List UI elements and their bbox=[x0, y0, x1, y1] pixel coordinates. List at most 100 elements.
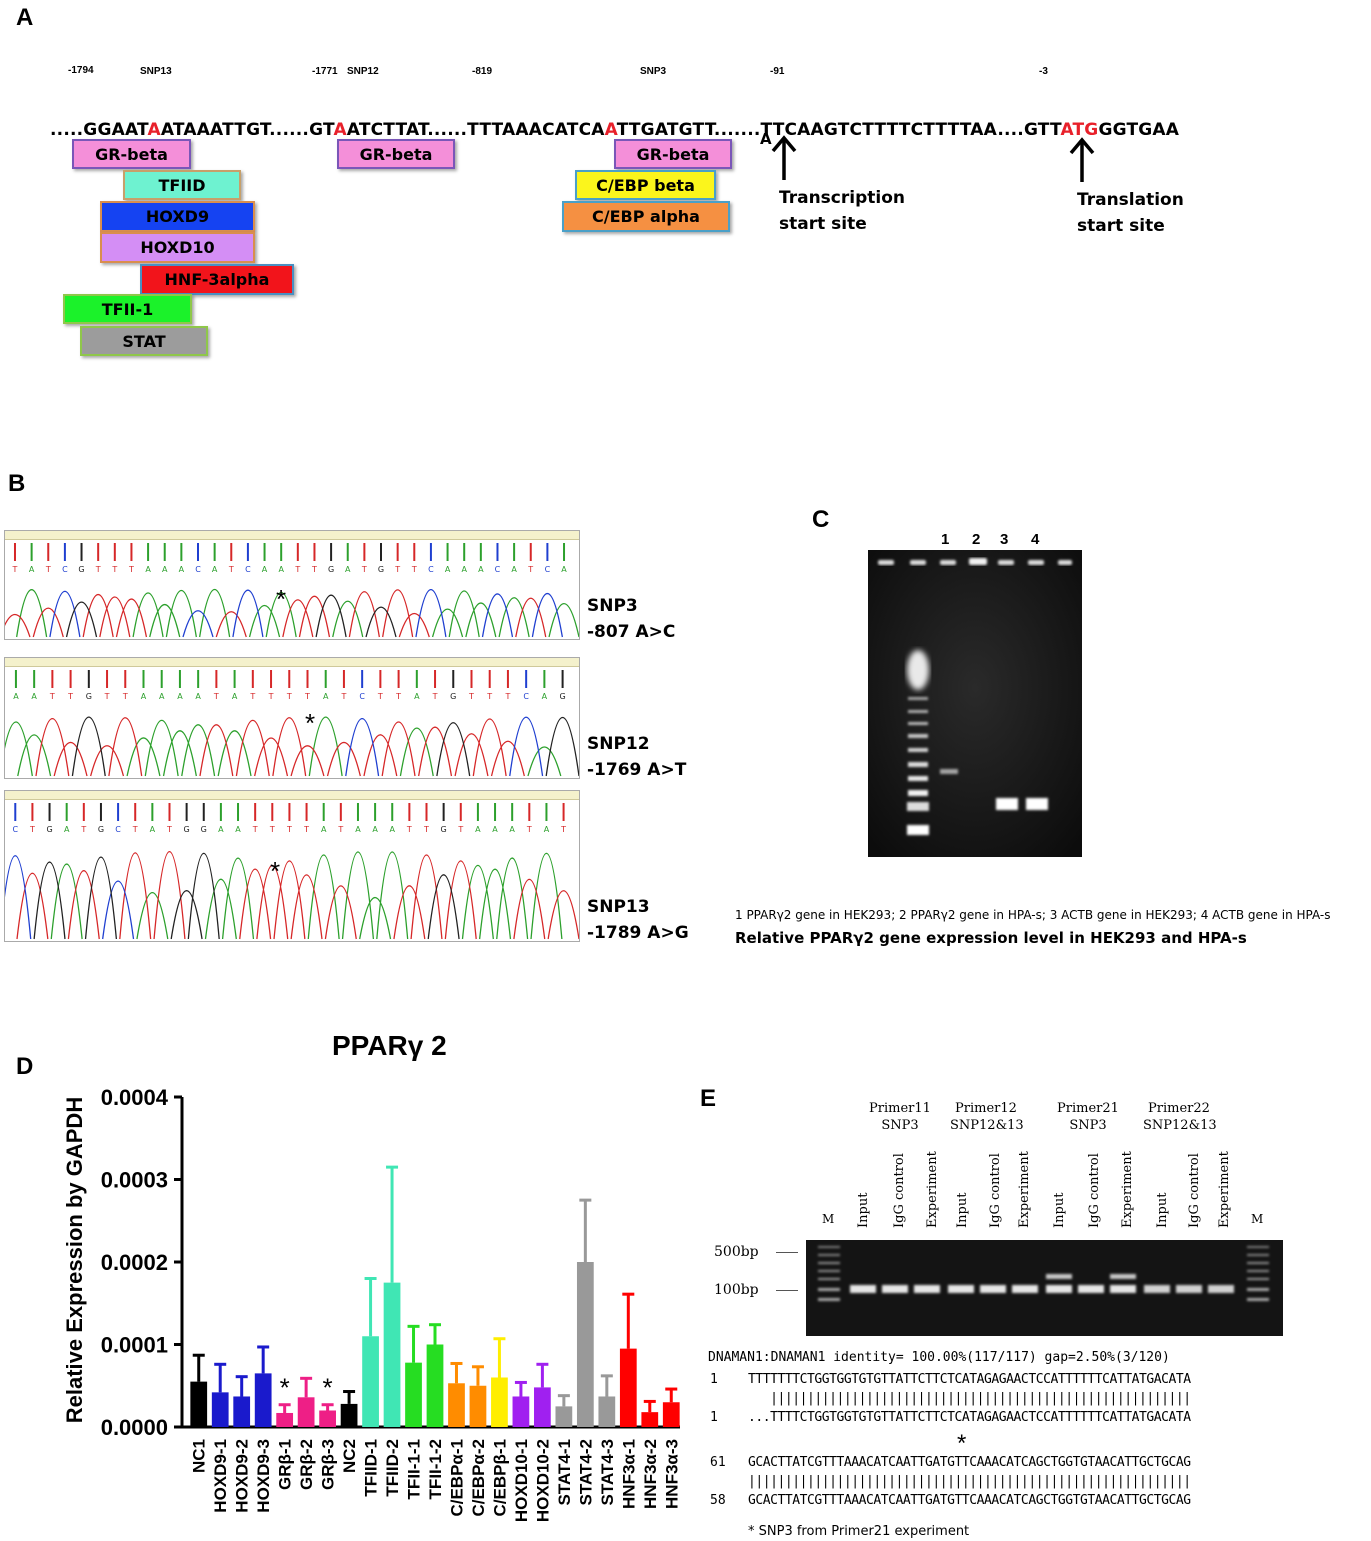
base-call-letter: T bbox=[526, 825, 532, 834]
trace-peak-A bbox=[50, 851, 563, 940]
base-call-letter: T bbox=[213, 692, 219, 701]
base-call-letter: T bbox=[268, 692, 274, 701]
seq-segment: TTGATGTT.......TTCAAGTCTTTTCTTTTAA....GT… bbox=[616, 120, 1061, 140]
base-call-letter: A bbox=[64, 825, 70, 834]
base-call-letter: T bbox=[67, 692, 73, 701]
tf-box: HOXD9 bbox=[100, 201, 255, 232]
base-call-letter: A bbox=[162, 565, 168, 574]
translation-label: Translation start site bbox=[1077, 187, 1184, 239]
x-tick-label: HOXD9-2 bbox=[233, 1439, 252, 1513]
chip-lane-label: IgG control bbox=[1087, 1153, 1102, 1228]
base-call-letter: A bbox=[262, 565, 268, 574]
x-tick-label: HNF3α-2 bbox=[641, 1439, 660, 1509]
bar bbox=[297, 1397, 315, 1427]
panel-d-label: D bbox=[16, 1053, 34, 1080]
seq-segment: ATAAATTGT......GT bbox=[160, 120, 334, 140]
translation-arrow-icon bbox=[1069, 137, 1095, 182]
base-call-letter: T bbox=[411, 565, 417, 574]
base-call-letter: A bbox=[218, 825, 224, 834]
size-tick bbox=[776, 1252, 798, 1253]
base-call-letter: A bbox=[509, 825, 515, 834]
primer-header: Primer11 SNP3 bbox=[865, 1100, 935, 1134]
base-call-letter: T bbox=[304, 692, 310, 701]
chip-lane-label: IgG control bbox=[892, 1153, 907, 1228]
agarose-gel-image bbox=[868, 550, 1082, 857]
alignment-row-sequence: ...TTTTCTGGTGGTGTGTTATTCTTCTCATAGAGAACTC… bbox=[748, 1410, 1191, 1425]
alignment-row-sequence: ||||||||||||||||||||||||||||||||||||||||… bbox=[748, 1474, 1191, 1489]
primer-snp: SNP3 bbox=[1069, 1118, 1107, 1133]
base-call-letter: C bbox=[523, 692, 529, 701]
position-label: -3 bbox=[1039, 66, 1048, 77]
base-call-letter: T bbox=[340, 692, 346, 701]
base-call-letter: T bbox=[12, 565, 18, 574]
snp-label: SNP13 bbox=[140, 66, 172, 77]
base-call-letter: T bbox=[406, 825, 412, 834]
base-call-letter: T bbox=[423, 825, 429, 834]
base-call-letter: T bbox=[111, 565, 117, 574]
x-tick-label: C/EBPα-2 bbox=[469, 1439, 488, 1517]
tf-box: C/EBP alpha bbox=[562, 201, 730, 232]
chip-lane-label: IgG control bbox=[988, 1153, 1003, 1228]
base-call-letter: T bbox=[486, 692, 492, 701]
base-call-letter: T bbox=[394, 565, 400, 574]
significance-star: * bbox=[323, 1373, 333, 1403]
snp-star: * bbox=[276, 584, 287, 614]
base-call-letter: A bbox=[179, 565, 185, 574]
trace-peak-T bbox=[35, 717, 525, 777]
alignment-row-number: 1 bbox=[710, 1372, 718, 1387]
bar bbox=[211, 1392, 229, 1427]
primer-snp: SNP12&13 bbox=[1143, 1118, 1217, 1133]
snp-name: SNP12 bbox=[587, 734, 650, 754]
primer-name: Primer11 bbox=[869, 1101, 931, 1116]
primer-header: Primer12 SNP12&13 bbox=[950, 1100, 1024, 1134]
alignment-row-sequence: TTTTTTTCTGGTGGTGTGTTATTCTTCTCATAGAGAACTC… bbox=[748, 1372, 1191, 1387]
bar bbox=[383, 1282, 401, 1427]
trace-peak-C bbox=[345, 716, 544, 777]
base-call-letter: T bbox=[311, 565, 317, 574]
base-call-letter: A bbox=[492, 825, 498, 834]
x-tick-label: TFIID-1 bbox=[362, 1439, 381, 1497]
x-tick-label: HOXD9-3 bbox=[254, 1439, 273, 1513]
chip-lane-label: Input bbox=[1155, 1192, 1170, 1228]
seq-segment: GGTGAA bbox=[1098, 120, 1180, 140]
panel-a-label: A bbox=[16, 4, 34, 31]
base-call-letter: A bbox=[29, 565, 35, 574]
snp-variant: -1789 A>G bbox=[587, 923, 689, 943]
base-call-letter: T bbox=[560, 825, 566, 834]
seq-snp-base: A bbox=[147, 120, 161, 140]
x-tick-label: NC2 bbox=[340, 1439, 359, 1473]
bar bbox=[340, 1403, 358, 1427]
base-call-letter: A bbox=[478, 565, 484, 574]
bar bbox=[662, 1402, 680, 1427]
bar bbox=[448, 1383, 465, 1427]
base-call-letter: T bbox=[504, 692, 510, 701]
bar bbox=[426, 1344, 444, 1427]
base-call-letter: C bbox=[195, 565, 201, 574]
position-label: -819 bbox=[472, 66, 493, 77]
x-tick-label: NC1 bbox=[190, 1439, 209, 1473]
trace-peak-A bbox=[5, 716, 562, 777]
tss-label-line1: Transcription bbox=[779, 188, 905, 208]
base-call-letter: T bbox=[337, 825, 343, 834]
snp-star: * bbox=[270, 856, 281, 886]
base-call-letter: G bbox=[46, 825, 52, 834]
base-call-letter: A bbox=[475, 825, 481, 834]
base-call-letter: C bbox=[495, 565, 501, 574]
snp-name: SNP13 bbox=[587, 897, 650, 917]
base-call-letter: T bbox=[252, 825, 258, 834]
base-call-letter: T bbox=[527, 565, 533, 574]
base-call-letter: A bbox=[150, 825, 156, 834]
primer-snp: SNP3 bbox=[881, 1118, 919, 1133]
y-tick-label: 0.0003 bbox=[101, 1168, 168, 1193]
base-call-letter: G bbox=[201, 825, 207, 834]
base-call-letter: T bbox=[104, 692, 110, 701]
snp-label: SNP12 bbox=[347, 66, 379, 77]
base-call-letter: A bbox=[445, 565, 451, 574]
primer-name: Primer12 bbox=[955, 1101, 1017, 1116]
primer-header: Primer22 SNP12&13 bbox=[1143, 1100, 1217, 1134]
base-call-letter: T bbox=[128, 565, 134, 574]
tss-base-letter: A bbox=[760, 130, 772, 148]
bar bbox=[469, 1385, 487, 1427]
